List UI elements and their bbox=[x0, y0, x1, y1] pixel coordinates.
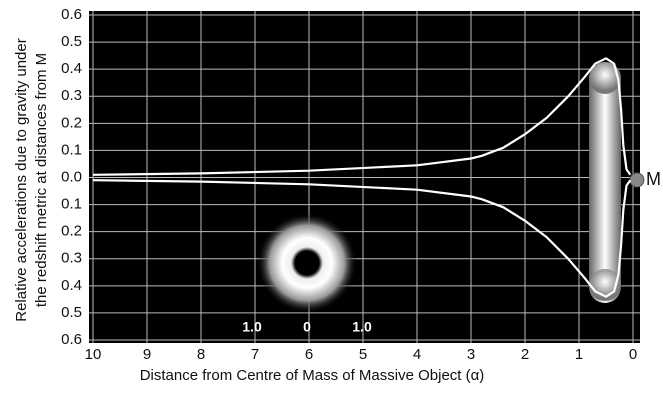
y-tick-label: 0.4 bbox=[61, 277, 82, 294]
x-axis-title: Distance from Centre of Mass of Massive … bbox=[140, 367, 485, 384]
annotation: 1.0 bbox=[242, 319, 262, 335]
x-tick-label: 2 bbox=[521, 346, 529, 363]
curve bbox=[92, 57, 632, 176]
x-tick-label: 9 bbox=[143, 346, 151, 363]
x-tick-label: 3 bbox=[467, 346, 475, 363]
y-axis-title: Relative accelerations due to gravity un… bbox=[13, 38, 30, 322]
y-tick-label: 0.1 bbox=[61, 196, 82, 213]
sphere-top bbox=[589, 62, 621, 94]
donut-illustration bbox=[257, 213, 357, 313]
annotation: 0 bbox=[303, 319, 311, 335]
annotation: 1.0 bbox=[352, 319, 372, 335]
y-tick-label: 0.3 bbox=[61, 87, 82, 104]
y-tick-label: 0.3 bbox=[61, 250, 82, 267]
y-tick-label: 0.0 bbox=[61, 168, 82, 185]
x-tick-label: 4 bbox=[413, 346, 421, 363]
cylinder-illustration bbox=[589, 63, 621, 303]
x-tick-label: 5 bbox=[359, 346, 367, 363]
x-tick-label: 10 bbox=[85, 346, 102, 363]
y-tick-label: 0.5 bbox=[61, 304, 82, 321]
x-tick-label: 7 bbox=[251, 346, 259, 363]
y-tick-label: 0.1 bbox=[61, 141, 82, 158]
mass-point bbox=[629, 172, 645, 188]
y-tick-label: 0.4 bbox=[61, 60, 82, 77]
y-tick-label: 0.6 bbox=[61, 331, 82, 348]
y-tick-label: 0.2 bbox=[61, 223, 82, 240]
annotation: M bbox=[646, 169, 661, 189]
x-tick-label: 0 bbox=[629, 346, 637, 363]
curve bbox=[92, 179, 632, 298]
y-axis-title: the redshift metric at distances from M bbox=[33, 53, 50, 307]
y-tick-label: 0.6 bbox=[61, 6, 82, 23]
x-tick-label: 1 bbox=[575, 346, 583, 363]
x-tick-label: 8 bbox=[197, 346, 205, 363]
y-tick-label: 0.5 bbox=[61, 33, 82, 50]
x-tick-label: 6 bbox=[305, 346, 313, 363]
y-tick-label: 0.2 bbox=[61, 114, 82, 131]
